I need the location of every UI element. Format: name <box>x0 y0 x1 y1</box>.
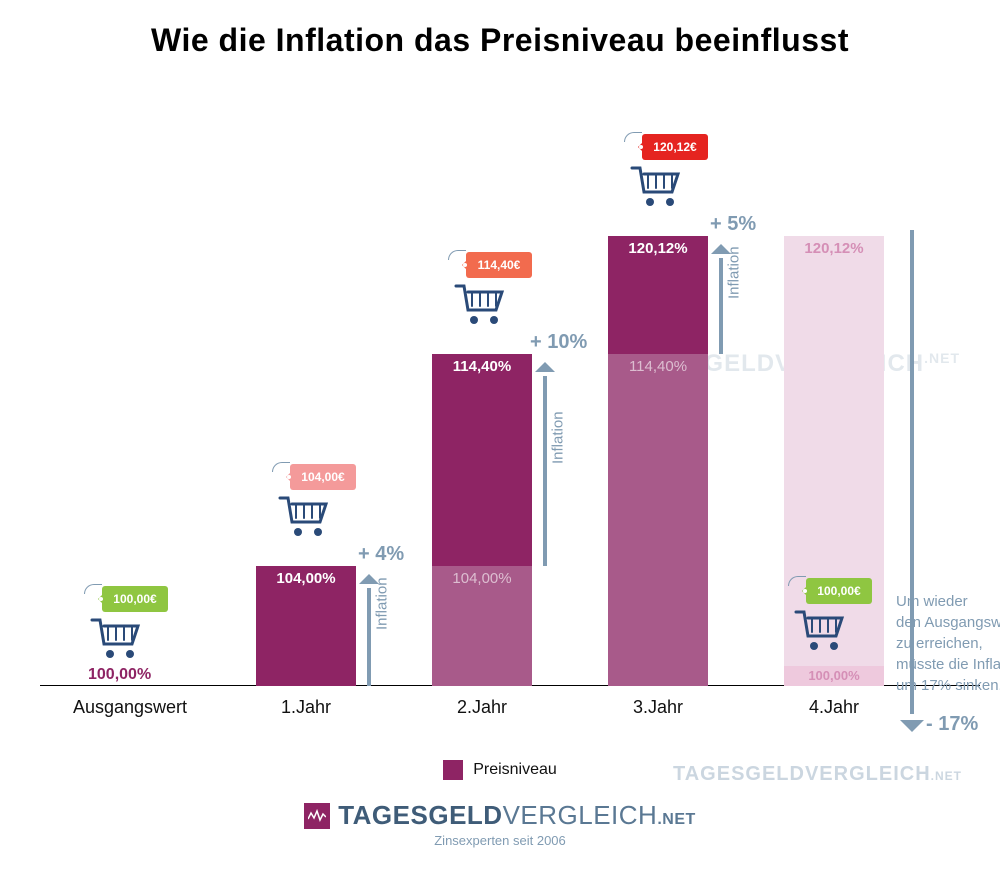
price-tag: 120,12€ <box>642 134 708 160</box>
inflation-label: Inflation <box>374 577 391 630</box>
cart-icon <box>794 608 846 652</box>
x-label: 4.Jahr <box>754 697 914 718</box>
inflation-pct: + 4% <box>358 543 404 566</box>
brand-name: TAGESGELDVERGLEICH.NET <box>338 800 696 831</box>
bar-value-label: 120,12% <box>784 240 884 257</box>
bar-segment-prev: 114,40% <box>608 354 708 686</box>
bar-value-label: 104,00% <box>256 570 356 587</box>
bar-segment-drop: 100,00% <box>784 666 884 686</box>
x-label: 2.Jahr <box>402 697 562 718</box>
legend-swatch <box>443 760 463 780</box>
cart-icon <box>90 616 142 660</box>
x-label: Ausgangswert <box>50 697 210 718</box>
bar-prev-label: 114,40% <box>608 358 708 375</box>
inflation-pct: + 10% <box>530 331 587 354</box>
deflation-note: Um wieder den Ausgangswert zu erreichen,… <box>896 591 1000 696</box>
inflation-arrow: Inflation <box>360 574 378 686</box>
watermark: TAGESGELDVERGLEICH.NET <box>673 763 962 786</box>
brand-subtitle: Zinsexperten seit 2006 <box>0 833 1000 848</box>
cart-icon <box>454 282 506 326</box>
bar-segment-main: 114,40% <box>432 354 532 566</box>
bar-segment-prev: 104,00% <box>432 566 532 686</box>
cart-icon <box>630 164 682 208</box>
bar-drop-label: 100,00% <box>784 668 884 683</box>
brand-icon <box>304 803 330 829</box>
bar-value-label: 114,40% <box>432 358 532 375</box>
inflation-arrow: Inflation <box>712 244 730 354</box>
chart-title: Wie die Inflation das Preisniveau beeinf… <box>0 22 1000 59</box>
chart-plot: TAGESGELDVERGLEICH.NET 100,00€ 100,00% A… <box>40 70 940 736</box>
cart-icon <box>278 494 330 538</box>
x-label: 1.Jahr <box>226 697 386 718</box>
bar-segment-main: 104,00% <box>256 566 356 686</box>
bar-prev-label: 104,00% <box>432 570 532 587</box>
inflation-label: Inflation <box>726 246 743 299</box>
inflation-arrow: Inflation <box>536 362 554 566</box>
price-tag: 100,00€ <box>102 586 168 612</box>
price-tag: 114,40€ <box>466 252 532 278</box>
bar-segment-main: 120,12% <box>608 236 708 354</box>
base-value: 100,00% <box>88 666 151 684</box>
legend-label: Preisniveau <box>473 761 557 778</box>
price-tag: 104,00€ <box>290 464 356 490</box>
inflation-label: Inflation <box>550 411 567 464</box>
price-tag: 100,00€ <box>806 578 872 604</box>
deflation-pct: - 17% <box>926 713 978 736</box>
brand-footer: TAGESGELDVERGLEICH.NET Zinsexperten seit… <box>0 800 1000 848</box>
x-label: 3.Jahr <box>578 697 738 718</box>
bar-value-label: 120,12% <box>608 240 708 257</box>
inflation-pct: + 5% <box>710 213 756 236</box>
